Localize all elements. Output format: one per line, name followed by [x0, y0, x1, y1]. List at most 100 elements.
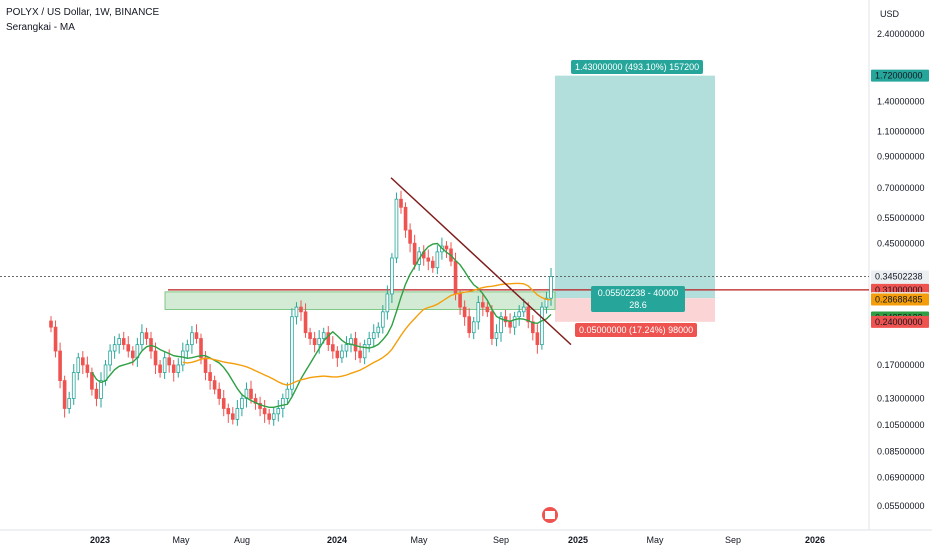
candle-body: [290, 316, 294, 390]
trendline: [390, 177, 572, 346]
ma-long-line: [182, 282, 552, 386]
candle: [231, 407, 235, 425]
y-tick-label: 2.40000000: [877, 29, 925, 39]
candle-body: [94, 388, 99, 399]
support-zone: [164, 291, 556, 310]
candle-body: [471, 321, 476, 334]
candle-body: [221, 398, 226, 409]
candle-body: [194, 332, 199, 339]
candle-body: [131, 350, 135, 359]
y-tick-label: 0.05500000: [877, 501, 925, 511]
candle-body: [158, 364, 162, 373]
candle-body: [317, 338, 321, 346]
candle-body: [426, 257, 431, 262]
candle-body: [303, 311, 308, 334]
candle: [185, 339, 190, 359]
candle-body: [81, 357, 85, 366]
candle: [71, 364, 76, 405]
candle: [367, 331, 371, 353]
candle-body: [249, 388, 253, 399]
candle-body: [399, 198, 403, 208]
candle: [544, 291, 549, 314]
ma-short-line: [91, 242, 552, 408]
candle: [94, 382, 99, 407]
candle-body: [212, 380, 217, 390]
candle-body: [190, 332, 194, 346]
candle-body: [140, 332, 144, 346]
candle: [99, 372, 103, 408]
candle: [62, 375, 67, 418]
candle: [153, 342, 158, 375]
candle-body: [371, 332, 376, 339]
x-tick-label: Sep: [725, 535, 741, 545]
candle: [394, 192, 399, 264]
candle: [431, 256, 435, 273]
target-label: 1.43000000 (493.10%) 157200: [571, 60, 704, 74]
candle-body: [362, 344, 367, 359]
candle: [390, 253, 394, 304]
candle-body: [376, 326, 381, 334]
y-tick-label: 1.10000000: [877, 127, 925, 137]
target-zone: [555, 75, 715, 299]
event-flag-inner: [545, 511, 555, 519]
candle: [503, 310, 508, 327]
x-tick-label: 2024: [327, 535, 347, 545]
candle-body: [276, 408, 281, 415]
candle-body: [385, 293, 390, 313]
chart-title: POLYX / US Dollar, 1W, BINANCE: [6, 7, 160, 18]
candle: [381, 305, 385, 334]
candle-body: [544, 297, 549, 308]
candle-body: [467, 316, 471, 334]
candle: [385, 285, 390, 320]
candle-body: [540, 306, 544, 346]
candle-body: [453, 260, 458, 295]
candle-body: [344, 344, 349, 352]
candle: [444, 241, 449, 259]
candle: [494, 324, 499, 347]
candle: [490, 305, 494, 345]
candle: [67, 391, 71, 414]
candle: [171, 360, 176, 382]
candle: [112, 336, 117, 359]
candle-body: [271, 413, 276, 420]
candle: [467, 308, 471, 338]
candle: [217, 382, 221, 405]
candle-body: [517, 311, 521, 318]
candle-body: [299, 306, 303, 313]
candle-body: [226, 408, 231, 415]
candle-body: [431, 260, 435, 269]
candle: [435, 245, 440, 275]
candle: [262, 400, 267, 423]
x-tick-label: May: [172, 535, 190, 545]
candle-body: [444, 245, 449, 250]
candle-body: [153, 350, 158, 366]
candle-body: [126, 344, 131, 352]
candle: [326, 326, 331, 352]
candle: [108, 344, 112, 372]
candle-body: [326, 332, 331, 346]
candle-body: [435, 251, 440, 269]
candle: [190, 326, 194, 354]
x-tick-label: Sep: [493, 535, 509, 545]
stop-label: 0.05000000 (17.24%) 98000: [575, 323, 698, 337]
candle-body: [499, 316, 503, 334]
candle-body: [262, 408, 267, 415]
candle-body: [535, 332, 540, 346]
candle-body: [294, 306, 299, 318]
x-tick-label: Aug: [234, 535, 250, 545]
indicator-label[interactable]: Serangkai - MA: [6, 22, 75, 33]
candle: [426, 249, 431, 271]
candle-body: [490, 311, 494, 339]
candle: [344, 336, 349, 358]
candle-body: [112, 344, 117, 352]
candle: [376, 322, 381, 338]
candle-body: [481, 302, 485, 308]
y-tick-label: 0.13000000: [877, 393, 925, 403]
candle: [226, 403, 231, 423]
candle: [90, 367, 94, 396]
candle-body: [235, 408, 240, 420]
candle-body: [144, 332, 149, 339]
candle-body: [99, 380, 103, 399]
